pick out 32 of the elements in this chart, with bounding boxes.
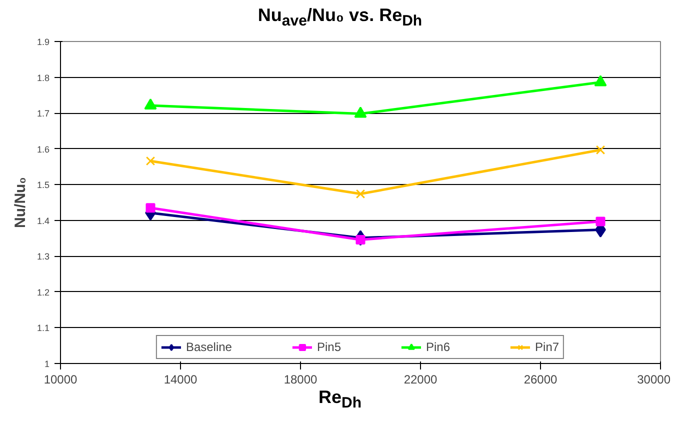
point: [146, 156, 156, 166]
point: [354, 106, 367, 118]
point: [356, 189, 366, 199]
point: [596, 216, 606, 226]
point: [356, 234, 366, 244]
y-tick-label: 1.3: [36, 252, 50, 262]
y-tick-label: 1.1: [36, 323, 50, 334]
legend-label: Baseline: [186, 340, 232, 354]
legend-label: Pin7: [535, 340, 560, 354]
y-tick-label: 1.7: [36, 108, 50, 119]
y-tick-label: 1.5: [36, 180, 50, 190]
y-tick-label: 1.9: [36, 37, 50, 47]
point: [596, 145, 606, 155]
legend-label: Pin5: [316, 340, 341, 354]
x-tick-label: 10000: [44, 372, 78, 386]
point: [146, 203, 156, 213]
x-tick-label: 18000: [284, 372, 318, 386]
x-axis-title: Re$_{Dh}$: [317, 387, 362, 412]
x-tick-label: 30000: [637, 372, 671, 386]
x-tick-label: 22000: [404, 372, 438, 386]
point: [594, 75, 607, 86]
y-tick-label: 1.8: [36, 72, 50, 83]
y-tick-label: 1.4: [36, 216, 50, 226]
legend-label: Pin6: [426, 340, 450, 354]
chart-title: Nu$_{ave}$/Nu₀ vs. Re$_{Dh}$: [256, 5, 424, 30]
y-tick-label: 1: [44, 359, 50, 369]
y-tick-label: 1.2: [36, 287, 50, 298]
x-tick-label: 14000: [164, 372, 198, 386]
y-tick-label: 1.6: [36, 144, 50, 154]
y-axis-title: Nu/Nu₀: [12, 177, 29, 228]
x-tick-label: 26000: [524, 372, 558, 386]
point: [144, 98, 157, 110]
